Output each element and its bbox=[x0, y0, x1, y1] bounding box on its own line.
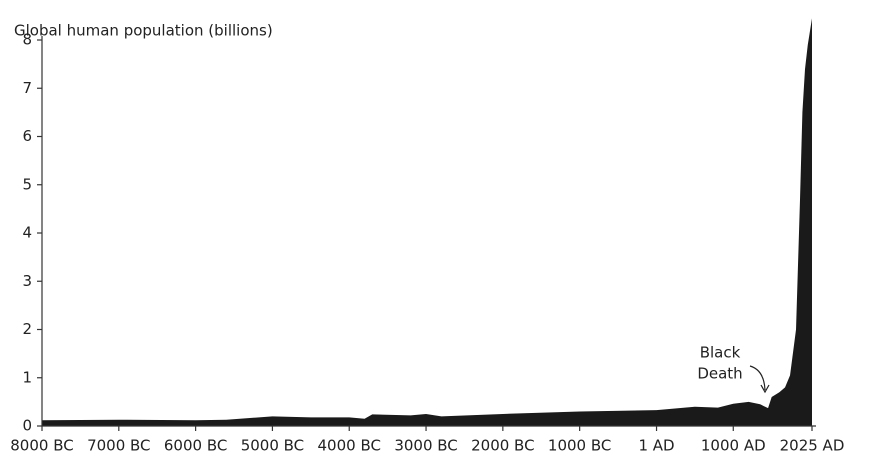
x-tick-label: 1 AD bbox=[638, 437, 674, 455]
y-tick-label: 5 bbox=[22, 175, 32, 193]
annotation-arrowhead bbox=[760, 384, 770, 394]
chart-title: Global human population (billions) bbox=[14, 22, 273, 40]
x-tick-label: 6000 BC bbox=[164, 437, 227, 455]
y-tick-label: 7 bbox=[22, 79, 32, 97]
x-tick-label: 2025 AD bbox=[780, 437, 845, 455]
y-tick-label: 0 bbox=[22, 417, 32, 435]
annotation: Black bbox=[700, 344, 741, 362]
y-tick-label: 4 bbox=[22, 224, 32, 242]
x-tick-label: 1000 BC bbox=[548, 437, 611, 455]
x-tick-label: 2000 BC bbox=[471, 437, 534, 455]
x-tick-label: 7000 BC bbox=[87, 437, 150, 455]
annotation-arrow bbox=[749, 365, 766, 391]
x-tick-label: 4000 BC bbox=[318, 437, 381, 455]
y-tick-label: 1 bbox=[22, 368, 32, 386]
y-tick-label: 3 bbox=[22, 272, 32, 290]
x-tick-label: 5000 BC bbox=[241, 437, 304, 455]
y-tick-label: 6 bbox=[22, 127, 32, 145]
annotation: Death bbox=[697, 365, 742, 383]
x-tick-label: 8000 BC bbox=[10, 437, 73, 455]
x-tick-label: 3000 BC bbox=[394, 437, 457, 455]
y-tick-label: 8 bbox=[22, 31, 32, 49]
y-tick-label: 2 bbox=[22, 320, 32, 338]
x-tick-label: 1000 AD bbox=[701, 437, 766, 455]
